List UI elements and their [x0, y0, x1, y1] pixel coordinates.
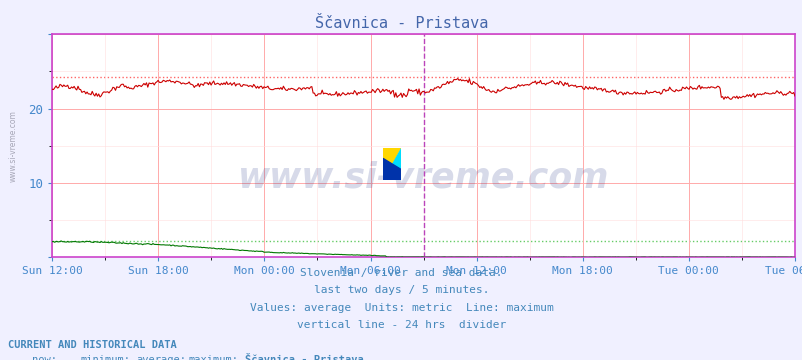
Text: maximum:: maximum: — [188, 355, 238, 360]
Text: average:: average: — [136, 355, 186, 360]
Text: Values: average  Units: metric  Line: maximum: Values: average Units: metric Line: maxi… — [249, 303, 553, 313]
Polygon shape — [383, 148, 400, 180]
Polygon shape — [383, 148, 400, 180]
Polygon shape — [383, 158, 400, 180]
Text: vertical line - 24 hrs  divider: vertical line - 24 hrs divider — [297, 320, 505, 330]
Text: www.si-vreme.com: www.si-vreme.com — [237, 160, 609, 194]
Text: minimum:: minimum: — [80, 355, 130, 360]
Text: Slovenia / river and sea data.: Slovenia / river and sea data. — [300, 268, 502, 278]
Text: www.si-vreme.com: www.si-vreme.com — [9, 110, 18, 182]
Text: Ščavnica - Pristava: Ščavnica - Pristava — [314, 16, 488, 31]
Text: now:: now: — [32, 355, 57, 360]
Text: Ščavnica - Pristava: Ščavnica - Pristava — [245, 355, 363, 360]
Text: CURRENT AND HISTORICAL DATA: CURRENT AND HISTORICAL DATA — [8, 340, 176, 350]
Text: last two days / 5 minutes.: last two days / 5 minutes. — [314, 285, 488, 296]
